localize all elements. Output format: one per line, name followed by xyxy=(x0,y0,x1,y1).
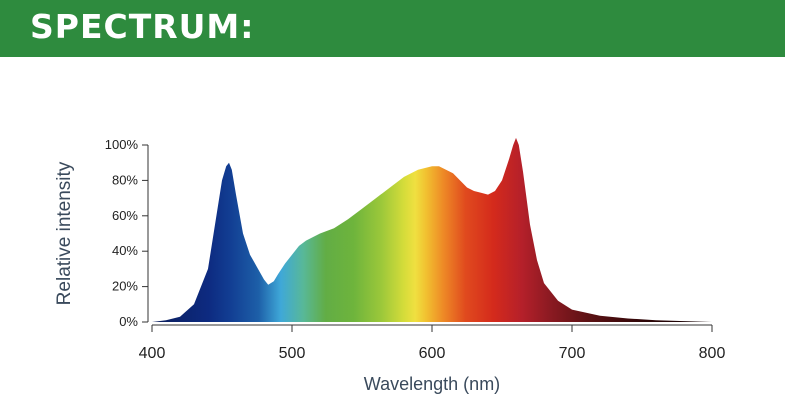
y-tick-label: 80% xyxy=(112,172,138,187)
x-tick-label: 700 xyxy=(559,345,586,362)
spectrum-area xyxy=(152,137,712,322)
page-title: SPECTRUM: xyxy=(30,7,255,46)
x-tick-label: 400 xyxy=(139,345,166,362)
x-tick-label: 600 xyxy=(419,345,446,362)
x-tick-label: 800 xyxy=(699,345,726,362)
y-axis-title: Relative intensity xyxy=(54,161,75,305)
x-axis-title: Wavelength (nm) xyxy=(364,374,500,394)
header-banner: SPECTRUM: xyxy=(0,0,785,57)
x-tick-label: 500 xyxy=(279,345,306,362)
y-tick-label: 100% xyxy=(105,137,139,152)
y-tick-label: 60% xyxy=(112,208,138,223)
y-tick-label: 40% xyxy=(112,243,138,258)
y-tick-label: 0% xyxy=(119,314,138,329)
y-tick-label: 20% xyxy=(112,279,138,294)
